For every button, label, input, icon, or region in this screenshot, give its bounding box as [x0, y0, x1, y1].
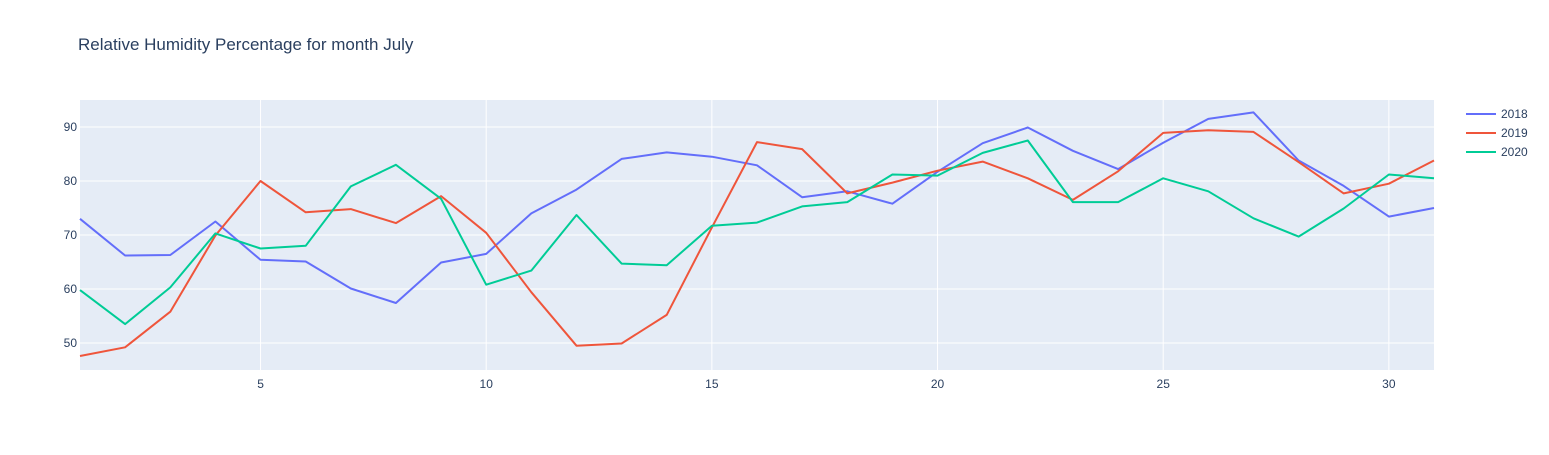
x-tick-label: 20: [931, 377, 945, 391]
legend-item-2018[interactable]: 2018: [1466, 107, 1528, 121]
legend[interactable]: 2018 2019 2020: [1466, 107, 1528, 159]
legend-label: 2020: [1501, 145, 1528, 159]
x-axis-ticks: 5 10 15 20 25 30: [257, 377, 1396, 391]
series-line-2019: [79, 129, 1435, 357]
y-axis-ticks: 50 60 70 80 90: [64, 120, 78, 350]
grid-lines: [80, 100, 1434, 370]
y-tick-label: 50: [64, 336, 78, 350]
x-tick-label: 15: [705, 377, 719, 391]
x-tick-label: 30: [1382, 377, 1396, 391]
y-tick-label: 60: [64, 282, 78, 296]
y-tick-label: 80: [64, 174, 78, 188]
x-tick-label: 25: [1157, 377, 1171, 391]
series-line-2018: [79, 111, 1435, 304]
y-tick-label: 90: [64, 120, 78, 134]
chart-title: Relative Humidity Percentage for month J…: [78, 35, 414, 54]
legend-label: 2019: [1501, 126, 1528, 140]
legend-item-2019[interactable]: 2019: [1466, 126, 1528, 140]
legend-item-2020[interactable]: 2020: [1466, 145, 1528, 159]
series-lines: [79, 111, 1435, 357]
x-tick-label: 10: [480, 377, 494, 391]
series-line-2020: [79, 139, 1435, 326]
x-tick-label: 5: [257, 377, 264, 391]
y-tick-label: 70: [64, 228, 78, 242]
legend-label: 2018: [1501, 107, 1528, 121]
